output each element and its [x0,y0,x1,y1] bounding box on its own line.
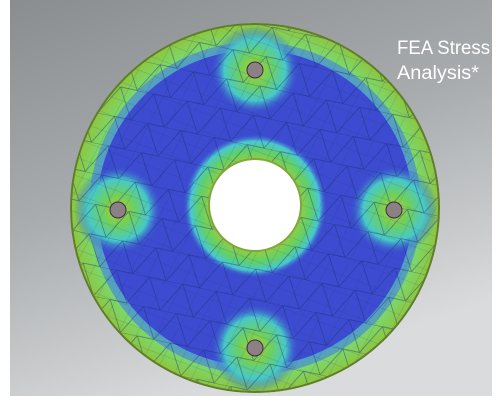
caption-line: FEA Stress [397,38,490,59]
bolt-hole [109,201,127,219]
bolt-hole [246,61,264,79]
caption-line: Analysis* [397,63,480,84]
bolt-hole [385,201,403,219]
center-hole [208,158,302,252]
bolt-hole [246,339,264,357]
